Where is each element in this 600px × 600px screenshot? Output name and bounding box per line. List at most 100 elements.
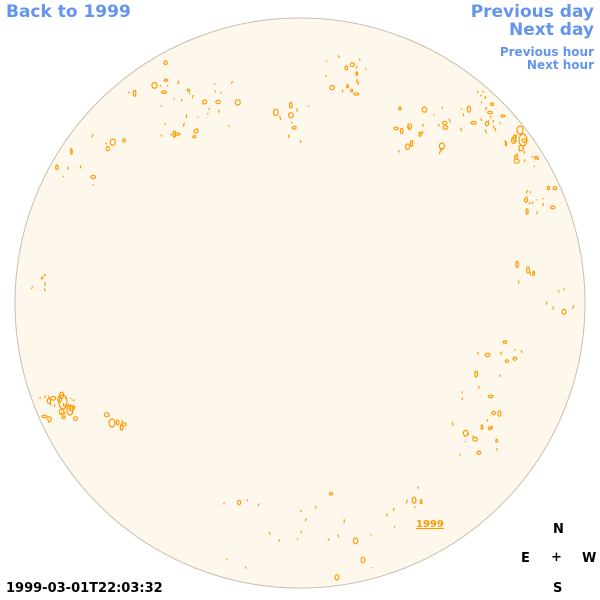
- contour-mark: [30, 286, 34, 290]
- contour-mark: [279, 115, 282, 120]
- contour-mark: [329, 84, 336, 91]
- contour-mark: [288, 101, 293, 109]
- contour-mark: [47, 416, 52, 423]
- contour-mark: [46, 397, 52, 404]
- next-day-link[interactable]: Next day: [509, 20, 594, 40]
- contour-mark: [120, 422, 127, 427]
- contour-mark: [472, 435, 475, 439]
- contour-mark: [237, 499, 242, 506]
- contour-mark: [346, 84, 350, 89]
- contour-mark: [166, 84, 169, 87]
- contour-mark: [174, 132, 181, 136]
- contour-mark: [504, 359, 510, 364]
- contour-mark: [482, 90, 485, 93]
- contour-mark: [222, 502, 226, 505]
- contour-mark: [487, 426, 492, 431]
- contour-mark: [476, 90, 479, 94]
- contour-mark: [502, 340, 508, 344]
- contour-mark: [230, 80, 234, 84]
- contour-mark: [487, 394, 494, 399]
- contour-mark: [304, 518, 307, 522]
- contour-mark: [328, 491, 334, 496]
- contour-mark: [244, 566, 247, 569]
- contour-mark: [215, 99, 222, 105]
- contour-mark: [324, 75, 328, 78]
- contour-mark: [160, 104, 163, 107]
- contour-mark: [440, 148, 442, 153]
- contour-mark: [549, 205, 556, 210]
- compass-west: W: [582, 551, 597, 566]
- contour-mark: [172, 130, 177, 138]
- contour-mark: [461, 397, 464, 401]
- contour-mark: [360, 556, 366, 564]
- contour-mark: [571, 304, 575, 309]
- contour-mark: [441, 120, 448, 126]
- contour-mark: [356, 78, 358, 83]
- contour-mark: [287, 112, 294, 119]
- contour-mark: [529, 190, 532, 194]
- contour-mark: [72, 416, 78, 422]
- contour-mark: [60, 411, 63, 415]
- active-region-contours: [30, 55, 575, 581]
- contour-mark: [217, 109, 220, 113]
- contour-mark: [103, 412, 110, 418]
- contour-mark: [353, 92, 360, 96]
- contour-mark: [186, 88, 190, 92]
- year-link[interactable]: 1999: [416, 519, 444, 530]
- contour-mark: [234, 99, 241, 106]
- next-hour-link[interactable]: Next hour: [526, 58, 594, 72]
- contour-mark: [487, 110, 493, 115]
- contour-mark: [407, 123, 413, 130]
- contour-mark: [497, 410, 502, 417]
- previous-hour-link[interactable]: Previous hour: [499, 45, 594, 59]
- contour-mark: [510, 136, 517, 144]
- contour-mark: [90, 174, 97, 180]
- contour-mark: [40, 277, 43, 280]
- contour-mark: [105, 145, 110, 152]
- contour-mark: [397, 149, 401, 153]
- contour-mark: [518, 133, 528, 147]
- contour-mark: [505, 141, 508, 143]
- contour-mark: [459, 453, 461, 456]
- contour-mark: [421, 131, 424, 135]
- contour-mark: [491, 410, 496, 416]
- contour-mark: [50, 395, 57, 401]
- contour-mark: [525, 208, 529, 215]
- contour-mark: [364, 67, 367, 70]
- contour-mark: [495, 438, 499, 443]
- contour-mark: [43, 288, 46, 292]
- contour-mark: [39, 396, 41, 400]
- contour-mark: [334, 574, 340, 581]
- contour-mark: [561, 308, 567, 315]
- contour-mark: [514, 154, 518, 160]
- contour-mark: [290, 121, 293, 124]
- contour-mark: [170, 133, 173, 136]
- contour-mark: [182, 122, 186, 127]
- back-to-year-link[interactable]: Back to 1999: [6, 2, 131, 22]
- contour-mark: [173, 98, 175, 101]
- contour-mark: [413, 506, 416, 509]
- contour-mark: [405, 143, 411, 151]
- previous-day-link[interactable]: Previous day: [470, 2, 594, 22]
- contour-mark: [523, 159, 526, 163]
- compass-east: E: [521, 551, 530, 566]
- contour-mark: [355, 65, 358, 69]
- contour-mark: [91, 133, 94, 138]
- contour-mark: [517, 148, 521, 151]
- contour-mark: [393, 525, 396, 528]
- contour-mark: [132, 89, 137, 97]
- contour-mark: [498, 374, 502, 378]
- contour-mark: [405, 499, 408, 504]
- contour-mark: [531, 201, 534, 205]
- contour-mark: [257, 503, 260, 507]
- contour-mark: [532, 270, 536, 276]
- contour-mark: [525, 189, 529, 194]
- contour-mark: [484, 96, 487, 99]
- contour-mark: [438, 142, 446, 150]
- contour-mark: [115, 419, 120, 426]
- contour-mark: [399, 127, 404, 135]
- contour-mark: [159, 84, 162, 87]
- contour-mark: [417, 486, 420, 490]
